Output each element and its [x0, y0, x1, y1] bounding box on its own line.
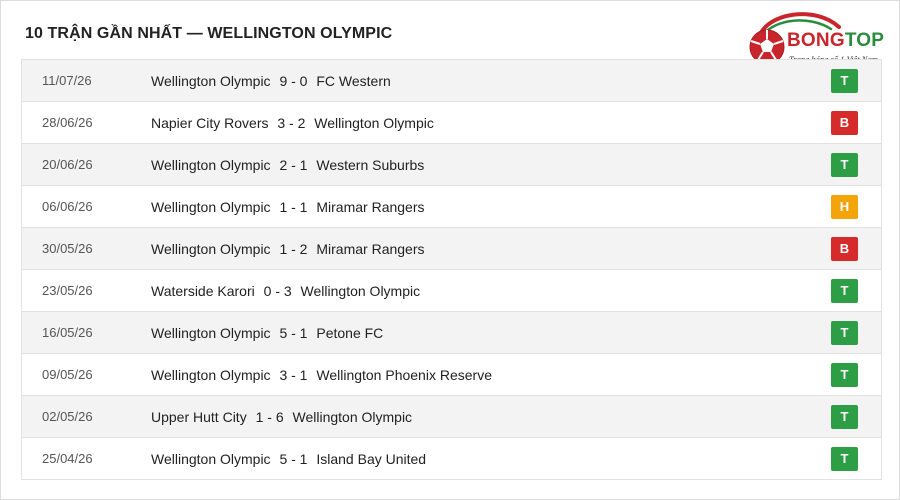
- match-fixture[interactable]: Wellington Olympic 2 - 1 Western Suburbs: [151, 144, 424, 186]
- match-row[interactable]: 30/05/26 Wellington Olympic 1 - 2 Miramar…: [22, 228, 881, 270]
- page-title: 10 TRẬN GẦN NHẤT — WELLINGTON OLYMPIC: [25, 25, 393, 42]
- match-row[interactable]: 16/05/26 Wellington Olympic 5 - 1 Petone …: [22, 312, 881, 354]
- result-badge: T: [831, 321, 858, 345]
- match-fixture[interactable]: Wellington Olympic 3 - 1 Wellington Phoe…: [151, 354, 492, 396]
- home-team: Wellington Olympic: [151, 241, 271, 257]
- result-badge: H: [831, 195, 858, 219]
- match-date: 09/05/26: [42, 367, 93, 382]
- away-team: Wellington Olympic: [292, 409, 413, 425]
- match-score: 9 - 0: [279, 73, 308, 89]
- match-row[interactable]: 06/06/26 Wellington Olympic 1 - 1 Miramar…: [22, 186, 881, 228]
- match-score: 5 - 1: [279, 451, 308, 467]
- match-score: 3 - 2: [277, 115, 306, 131]
- match-fixture[interactable]: Upper Hutt City 1 - 6 Wellington Olympic: [151, 396, 412, 438]
- home-team: Wellington Olympic: [151, 199, 271, 215]
- home-team: Napier City Rovers: [151, 115, 269, 131]
- result-badge: T: [831, 447, 858, 471]
- match-fixture[interactable]: Wellington Olympic 9 - 0 FC Western: [151, 60, 391, 102]
- match-score: 1 - 2: [279, 241, 308, 257]
- away-team: Wellington Olympic: [300, 283, 421, 299]
- match-fixture[interactable]: Napier City Rovers 3 - 2 Wellington Olym…: [151, 102, 434, 144]
- match-date: 11/07/26: [42, 73, 92, 88]
- result-badge: T: [831, 69, 858, 93]
- match-score: 3 - 1: [279, 367, 308, 383]
- match-score: 1 - 1: [279, 199, 308, 215]
- match-row[interactable]: 23/05/26 Waterside Karori 0 - 3 Wellingto…: [22, 270, 881, 312]
- match-date: 16/05/26: [42, 325, 93, 340]
- match-date: 02/05/26: [42, 409, 93, 424]
- match-row[interactable]: 11/07/26 Wellington Olympic 9 - 0 FC West…: [22, 60, 881, 102]
- away-team: Miramar Rangers: [316, 241, 425, 257]
- soccer-ball-icon: [749, 12, 841, 65]
- match-date: 06/06/26: [42, 199, 93, 214]
- home-team: Wellington Olympic: [151, 325, 271, 341]
- away-team: Petone FC: [316, 325, 384, 341]
- home-team: Wellington Olympic: [151, 451, 271, 467]
- match-score: 5 - 1: [279, 325, 308, 341]
- result-badge: T: [831, 153, 858, 177]
- home-team: Wellington Olympic: [151, 367, 271, 383]
- match-score: 2 - 1: [279, 157, 308, 173]
- match-date: 25/04/26: [42, 451, 93, 466]
- match-fixture[interactable]: Waterside Karori 0 - 3 Wellington Olympi…: [151, 270, 420, 312]
- match-fixture[interactable]: Wellington Olympic 1 - 2 Miramar Rangers: [151, 228, 425, 270]
- away-team: Wellington Phoenix Reserve: [316, 367, 492, 383]
- logo-wordmark: BONGTOP: [787, 30, 885, 51]
- match-score: 1 - 6: [255, 409, 284, 425]
- home-team: Wellington Olympic: [151, 73, 271, 89]
- result-badge: B: [831, 237, 858, 261]
- match-fixture[interactable]: Wellington Olympic 5 - 1 Island Bay Unit…: [151, 438, 426, 480]
- result-badge: T: [831, 363, 858, 387]
- match-row[interactable]: 25/04/26 Wellington Olympic 5 - 1 Island …: [22, 438, 881, 479]
- match-date: 23/05/26: [42, 283, 93, 298]
- match-row[interactable]: 09/05/26 Wellington Olympic 3 - 1 Welling…: [22, 354, 881, 396]
- match-row[interactable]: 02/05/26 Upper Hutt City 1 - 6 Wellington…: [22, 396, 881, 438]
- match-date: 30/05/26: [42, 241, 93, 256]
- match-row[interactable]: 28/06/26 Napier City Rovers 3 - 2 Welling…: [22, 102, 881, 144]
- home-team: Waterside Karori: [151, 283, 255, 299]
- home-team: Wellington Olympic: [151, 157, 271, 173]
- away-team: Island Bay United: [316, 451, 427, 467]
- result-badge: B: [831, 111, 858, 135]
- away-team: Western Suburbs: [316, 157, 425, 173]
- match-row[interactable]: 20/06/26 Wellington Olympic 2 - 1 Western…: [22, 144, 881, 186]
- home-team: Upper Hutt City: [151, 409, 247, 425]
- away-team: FC Western: [316, 73, 391, 89]
- match-date: 20/06/26: [42, 157, 93, 172]
- match-list: 11/07/26 Wellington Olympic 9 - 0 FC West…: [21, 59, 882, 480]
- match-fixture[interactable]: Wellington Olympic 1 - 1 Miramar Rangers: [151, 186, 425, 228]
- match-fixture[interactable]: Wellington Olympic 5 - 1 Petone FC: [151, 312, 383, 354]
- away-team: Miramar Rangers: [316, 199, 425, 215]
- match-score: 0 - 3: [263, 283, 292, 299]
- away-team: Wellington Olympic: [314, 115, 434, 131]
- match-date: 28/06/26: [42, 115, 93, 130]
- result-badge: T: [831, 405, 858, 429]
- result-badge: T: [831, 279, 858, 303]
